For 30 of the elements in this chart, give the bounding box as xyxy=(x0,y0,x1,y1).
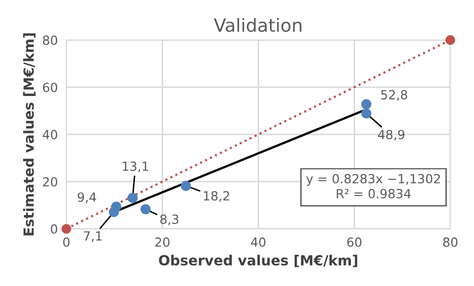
data-label: 52,8 xyxy=(381,90,408,101)
point xyxy=(111,202,122,212)
x-tick-label: 80 xyxy=(443,237,458,247)
y-tick-label: 20 xyxy=(43,177,58,187)
data-label: 13,1 xyxy=(122,162,148,172)
data-label: 8,3 xyxy=(160,214,178,226)
data-label: 48,9 xyxy=(378,130,404,141)
annotation: y = 0.8283x −1,1302 xyxy=(306,174,440,186)
annotation: R² = 0.9834 xyxy=(336,188,411,198)
point xyxy=(140,204,151,214)
x-tick-label: 0 xyxy=(63,237,70,247)
y-axis-title: Estimated values [M€/km] xyxy=(23,33,36,236)
x-tick-label: 20 xyxy=(155,237,170,247)
chart-title: Validation xyxy=(214,18,302,32)
y-tick-label: 40 xyxy=(42,130,58,140)
x-axis-title: Observed values [M€/km] xyxy=(158,254,358,268)
data-label: 9,4 xyxy=(78,192,96,204)
y-tick-label: 0 xyxy=(50,224,58,234)
point xyxy=(361,99,372,110)
y-tick-label: 60 xyxy=(42,82,58,92)
point xyxy=(361,108,372,119)
point xyxy=(62,224,72,234)
data-label: 7,1 xyxy=(84,231,102,242)
point xyxy=(180,180,191,191)
y-tick-label: 80 xyxy=(42,36,58,45)
x-tick-label: 40 xyxy=(250,237,266,247)
point xyxy=(445,35,456,45)
data-label: 18,2 xyxy=(204,191,230,202)
point xyxy=(128,192,138,203)
x-tick-label: 60 xyxy=(347,237,362,247)
